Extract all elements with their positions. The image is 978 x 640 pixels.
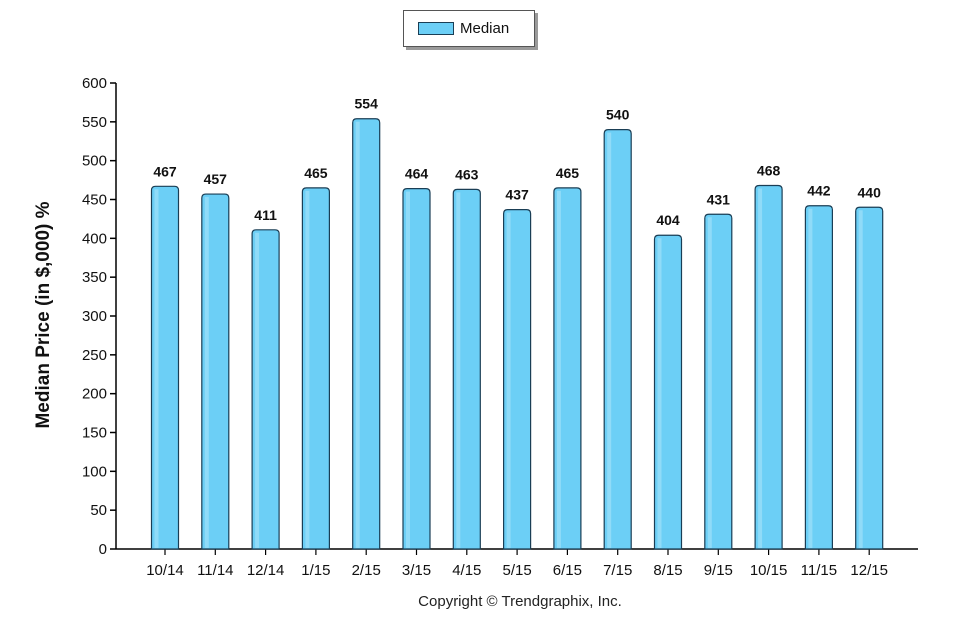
bar-highlight <box>556 190 561 548</box>
x-tick-label: 5/15 <box>502 562 531 579</box>
y-tick-label: 50 <box>90 502 107 519</box>
bar-highlight <box>456 192 461 549</box>
bar-value-label: 437 <box>505 187 529 203</box>
y-axis-label: Median Price (in $,000) % <box>33 201 54 429</box>
bar-highlight <box>808 208 813 549</box>
bar-highlight <box>406 191 410 549</box>
copyright: Copyright © Trendgraphix, Inc. <box>418 593 622 610</box>
bar-value-label: 465 <box>304 165 328 181</box>
bars <box>150 118 884 550</box>
bar-highlight <box>204 197 209 548</box>
bar-value-label: 540 <box>606 107 630 123</box>
bar-highlight <box>758 188 763 548</box>
y-tick-label: 550 <box>82 114 107 131</box>
y-axis: 0 50 100 150 200 250 300 350 400 450 500 550 600 <box>82 75 117 558</box>
legend: Median <box>403 10 535 47</box>
x-tick-label: 12/15 <box>850 562 888 579</box>
bar-value-label: 554 <box>355 96 379 112</box>
bar-highlight <box>607 132 612 548</box>
y-tick-label: 450 <box>82 192 107 209</box>
x-tick-label: 1/15 <box>301 562 330 579</box>
bar-value-label: 465 <box>556 165 580 181</box>
legend-label-median: Median <box>460 20 510 37</box>
y-tick-label: 200 <box>82 386 107 403</box>
bar-highlight <box>858 210 863 548</box>
bar-highlight <box>154 189 159 548</box>
x-tick-label: 10/14 <box>146 562 184 579</box>
bar-highlight <box>355 121 360 548</box>
x-axis: 10/14 11/14 12/14 1/15 2/15 3/15 4/15 5/15 6/15 7… <box>116 548 918 579</box>
y-tick-label: 350 <box>82 269 107 286</box>
bar-value-label: 468 <box>757 163 781 179</box>
x-tick-label: 6/15 <box>553 562 582 579</box>
x-tick-label: 2/15 <box>352 562 381 579</box>
legend-swatch-median <box>418 22 454 35</box>
x-tick-label: 9/15 <box>704 562 733 579</box>
bar-value-label: 464 <box>405 166 429 182</box>
y-tick-label: 500 <box>82 153 107 170</box>
bar-highlight <box>657 238 662 548</box>
x-tick-label: 11/14 <box>197 562 233 579</box>
bar-highlight <box>506 212 511 548</box>
bar-highlight <box>305 190 310 548</box>
x-tick-label: 10/15 <box>750 562 788 579</box>
bar-value-label: 440 <box>858 184 882 200</box>
bar-value-label: 411 <box>254 207 277 223</box>
y-tick-label: 250 <box>82 347 107 364</box>
x-tick-label: 3/15 <box>402 562 431 579</box>
bar-highlight <box>707 217 712 549</box>
y-tick-label: 600 <box>82 75 107 92</box>
bar-value-label: 467 <box>153 163 177 179</box>
x-tick-label: 4/15 <box>452 562 481 579</box>
x-tick-label: 8/15 <box>653 562 682 579</box>
bar-highlight <box>255 232 260 549</box>
y-tick-label: 0 <box>99 541 107 558</box>
y-tick-label: 150 <box>82 425 107 442</box>
x-tick-label: 11/15 <box>801 562 837 579</box>
y-tick-label: 100 <box>82 463 107 480</box>
x-tick-label: 12/14 <box>247 562 285 579</box>
bar-value-label: 404 <box>656 212 680 228</box>
y-tick-label: 400 <box>82 230 107 247</box>
bar-value-label: 463 <box>455 166 479 182</box>
x-tick-label: 7/15 <box>603 562 632 579</box>
bar-value-label: 442 <box>807 183 831 199</box>
bar-value-label: 457 <box>204 171 228 187</box>
bar-value-labels: 467 457 411 465 554 464 463 437 465 540 404 431 468 4… <box>153 96 881 229</box>
bar-value-label: 431 <box>707 191 731 207</box>
y-tick-label: 300 <box>82 308 107 325</box>
